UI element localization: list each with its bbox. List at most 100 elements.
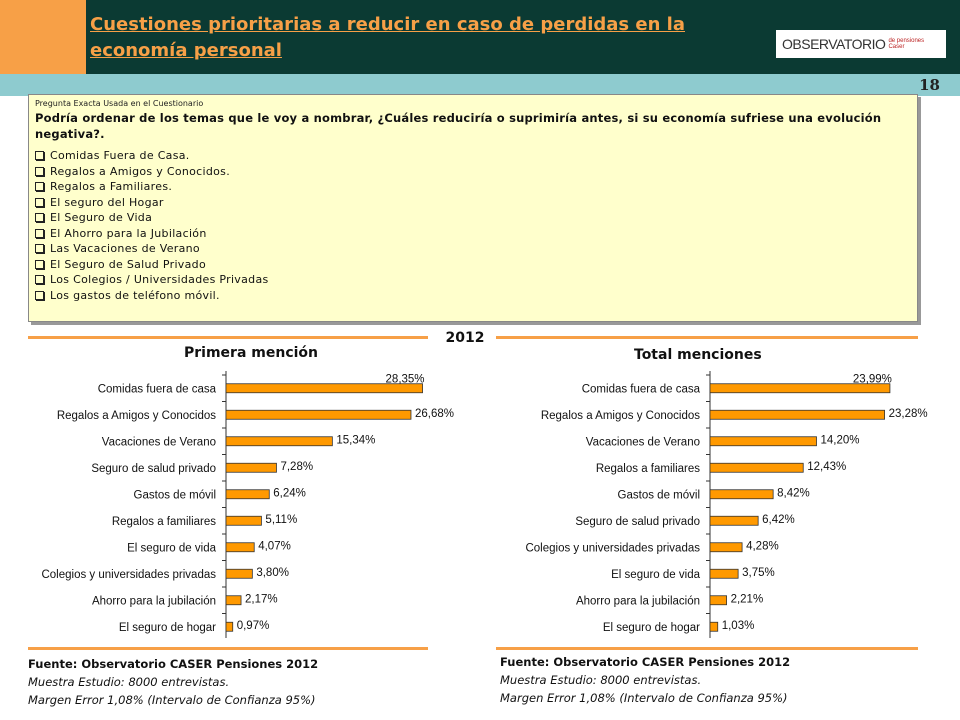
question-option: Regalos a Familiares.: [35, 179, 911, 195]
value-label: 3,75%: [742, 567, 775, 579]
value-label: 0,97%: [237, 620, 270, 632]
value-label: 28,35%: [386, 373, 425, 385]
footer-margin: Margen Error 1,08% (Intervalo de Confian…: [28, 693, 316, 707]
footer-sample: Muestra Estudio: 8000 entrevistas.: [28, 675, 230, 689]
logo-main-text: OBSERVATORIO: [782, 36, 886, 52]
category-label: El seguro de hogar: [603, 622, 700, 634]
chart-title-total: Total menciones: [634, 347, 762, 363]
category-label: El seguro de vida: [611, 569, 700, 581]
footer-source: Fuente: Observatorio CASER Pensiones 201…: [500, 655, 791, 669]
question-options-list: Comidas Fuera de Casa. Regalos a Amigos y…: [35, 148, 911, 303]
chart-total-menciones: Comidas fuera de casa 23,99% Regalos a Ami…: [525, 371, 928, 638]
bar: [225, 542, 255, 553]
category-label: Seguro de salud privado: [91, 463, 216, 475]
value-label: 23,28%: [889, 408, 928, 420]
bar: [225, 383, 423, 394]
page-number: 18: [919, 76, 940, 94]
teal-divider-bar: [0, 74, 960, 96]
value-label: 4,07%: [258, 540, 291, 552]
observatorio-logo: OBSERVATORIO de pensiones Caser: [776, 30, 946, 58]
year-label: 2012: [445, 330, 485, 346]
question-option-label: El Seguro de Salud Privado: [50, 257, 206, 271]
chart-primera-mencion: Comidas fuera de casa 28,35% Regalos a Ami…: [41, 371, 454, 638]
bar: [709, 515, 759, 526]
bar: [709, 409, 886, 420]
category-label: Colegios y universidades privadas: [525, 542, 700, 554]
bar: [709, 436, 817, 447]
value-label: 6,42%: [762, 514, 795, 526]
category-label: Vacaciones de Verano: [586, 436, 700, 448]
question-option: Los gastos de teléfono móvil.: [35, 288, 911, 304]
bar: [225, 462, 277, 473]
value-label: 1,03%: [722, 620, 755, 632]
footer-right: Fuente: Observatorio CASER Pensiones 201…: [500, 653, 790, 707]
checkbox-icon: [35, 166, 44, 176]
question-option-label: Los gastos de teléfono móvil.: [50, 288, 220, 302]
bar: [709, 621, 719, 632]
footer-divider-left: [28, 647, 428, 650]
bar: [709, 568, 739, 579]
value-label: 4,28%: [746, 540, 779, 552]
value-label: 7,28%: [280, 461, 313, 473]
checkbox-icon: [35, 213, 44, 223]
question-box: Pregunta Exacta Usada en el Cuestionario…: [28, 94, 918, 322]
category-label: Seguro de salud privado: [575, 516, 700, 528]
category-label: Ahorro para la jubilación: [576, 595, 700, 607]
question-option-label: Regalos a Amigos y Conocidos.: [50, 164, 230, 178]
bar: [709, 489, 774, 500]
question-label: Pregunta Exacta Usada en el Cuestionario: [35, 99, 204, 108]
category-label: Regalos a familiares: [112, 516, 216, 528]
year-divider-left: [28, 336, 428, 339]
bar: [225, 436, 333, 447]
category-label: Vacaciones de Verano: [102, 436, 216, 448]
value-label: 14,20%: [821, 434, 860, 446]
value-label: 26,68%: [415, 408, 454, 420]
value-label: 6,24%: [273, 487, 306, 499]
question-option-label: El seguro del Hogar: [50, 195, 164, 209]
bar: [709, 383, 891, 394]
bar: [225, 489, 270, 500]
category-label: Regalos a Amigos y Conocidos: [57, 410, 216, 422]
footer-divider-right: [496, 647, 918, 650]
question-option: Comidas Fuera de Casa.: [35, 148, 911, 164]
category-label: Gastos de móvil: [618, 489, 700, 501]
question-option: El Ahorro para la Jubilación: [35, 226, 911, 242]
value-label: 2,21%: [731, 593, 764, 605]
bar: [225, 515, 262, 526]
bar: [225, 595, 242, 606]
question-option: El Seguro de Salud Privado: [35, 257, 911, 273]
value-label: 3,80%: [256, 567, 289, 579]
bar: [709, 595, 727, 606]
page-title: Cuestiones prioritarias a reducir en cas…: [90, 14, 685, 61]
value-label: 12,43%: [807, 461, 846, 473]
chart-title-primera: Primera mención: [184, 345, 319, 361]
checkbox-icon: [35, 275, 44, 285]
bar: [225, 621, 234, 632]
question-option: Los Colegios / Universidades Privadas: [35, 272, 911, 288]
category-label: El seguro de hogar: [119, 622, 216, 634]
value-label: 5,11%: [265, 514, 297, 526]
checkbox-icon: [35, 228, 44, 238]
logo-sub-text-2: Caser: [888, 44, 905, 50]
category-label: Comidas fuera de casa: [98, 383, 217, 395]
bar: [709, 462, 804, 473]
category-label: Comidas fuera de casa: [582, 383, 701, 395]
question-text: Podría ordenar de los temas que le voy a…: [35, 111, 882, 141]
bar: [225, 568, 253, 579]
value-label: 2,17%: [245, 593, 278, 605]
category-label: Ahorro para la jubilación: [92, 595, 216, 607]
question-option-label: Regalos a Familiares.: [50, 180, 173, 193]
checkbox-icon: [35, 290, 44, 300]
checkbox-icon: [35, 244, 44, 254]
footer-left: Fuente: Observatorio CASER Pensiones 201…: [28, 655, 318, 709]
question-option: Regalos a Amigos y Conocidos.: [35, 164, 911, 180]
question-option-label: El Seguro de Vida: [50, 211, 153, 224]
category-label: Regalos a Amigos y Conocidos: [541, 410, 700, 422]
category-label: El seguro de vida: [127, 542, 216, 554]
value-label: 8,42%: [777, 487, 810, 499]
category-label: Regalos a familiares: [596, 463, 700, 475]
checkbox-icon: [35, 151, 44, 161]
question-option-label: Las Vacaciones de Verano: [50, 242, 200, 255]
value-label: 15,34%: [336, 434, 375, 446]
footer-sample: Muestra Estudio: 8000 entrevistas.: [500, 673, 702, 687]
